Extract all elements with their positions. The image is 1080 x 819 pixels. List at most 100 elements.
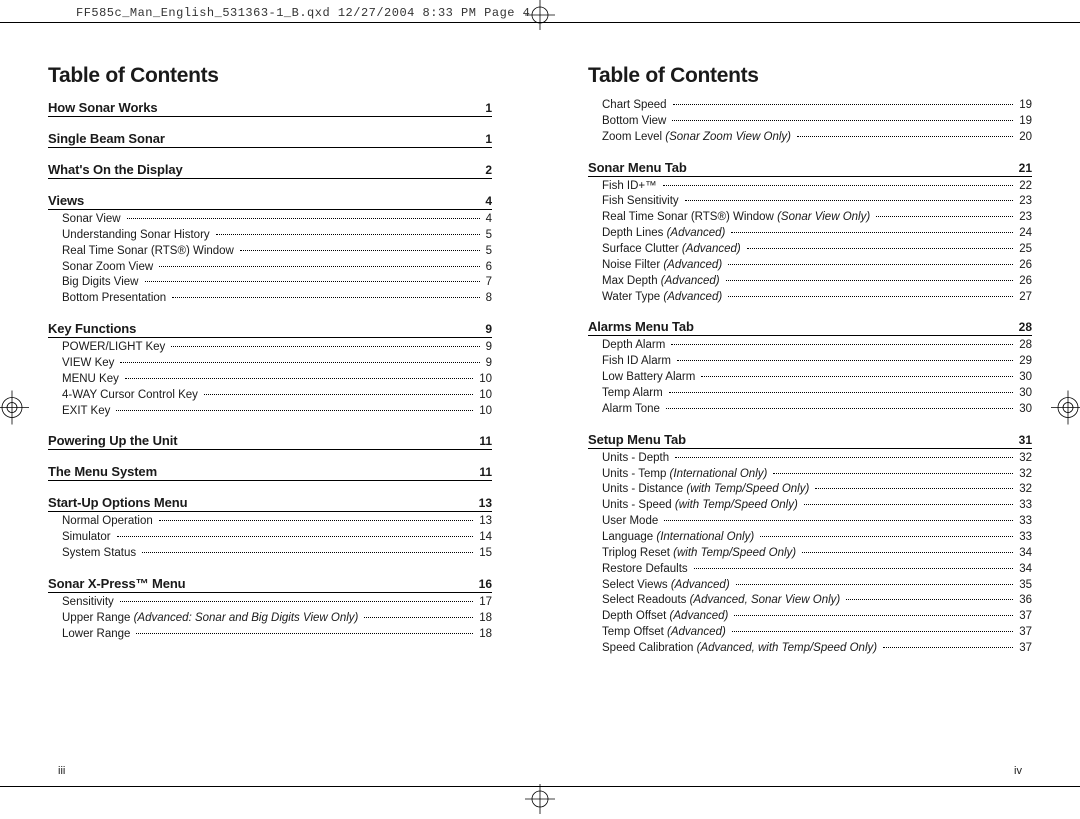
toc-entry-annotation: (Advanced, Sonar View Only) bbox=[686, 594, 840, 606]
left-page: Table of Contents How Sonar Works1Single… bbox=[0, 30, 540, 779]
dot-leader bbox=[802, 552, 1013, 553]
toc-entry: Restore Defaults 34 bbox=[588, 562, 1032, 578]
toc-entry-page: 30 bbox=[1015, 386, 1032, 402]
toc-entry-label: Restore Defaults bbox=[588, 562, 692, 578]
toc-entry-page: 6 bbox=[482, 260, 492, 276]
dot-leader bbox=[120, 601, 473, 602]
toc-entry: Units - Depth32 bbox=[588, 451, 1032, 467]
dot-leader bbox=[125, 378, 473, 379]
toc-entry-label: System Status bbox=[48, 546, 140, 562]
toc-entry-annotation: (with Temp/Speed Only) bbox=[670, 547, 796, 559]
toc-entry: Triplog Reset (with Temp/Speed Only)34 bbox=[588, 546, 1032, 562]
toc-entry-annotation: (Advanced: Sonar and Big Digits View Onl… bbox=[130, 612, 358, 624]
toc-entry-page: 28 bbox=[1015, 338, 1032, 354]
toc-entry-label: Language (International Only) bbox=[588, 530, 758, 546]
toc-entry-page: 20 bbox=[1015, 130, 1032, 146]
toc-entry: Big Digits View7 bbox=[48, 275, 492, 291]
dot-leader bbox=[731, 232, 1013, 233]
toc-entry: Units - Temp (International Only) 32 bbox=[588, 467, 1032, 483]
toc-entry-annotation: (Advanced) bbox=[679, 243, 741, 255]
page-title-right: Table of Contents bbox=[588, 64, 1032, 88]
toc-entry-annotation: (Advanced) bbox=[664, 626, 726, 638]
toc-entry-label: Depth Lines (Advanced) bbox=[588, 226, 729, 242]
toc-entry-page: 32 bbox=[1015, 467, 1032, 483]
dot-leader bbox=[159, 266, 479, 267]
toc-entry: EXIT Key 10 bbox=[48, 404, 492, 420]
toc-entry-label: Depth Alarm bbox=[588, 338, 669, 354]
toc-entry-page: 7 bbox=[482, 275, 492, 291]
toc-section: The Menu System11 bbox=[48, 464, 492, 481]
toc-entry-label: EXIT Key bbox=[48, 404, 114, 420]
dot-leader bbox=[728, 296, 1013, 297]
toc-section-page: 13 bbox=[479, 496, 492, 510]
toc-entry-page: 33 bbox=[1015, 514, 1032, 530]
toc-entry-annotation: (Advanced) bbox=[658, 275, 720, 287]
toc-entry-annotation: (Advanced) bbox=[660, 259, 722, 271]
toc-entry-page: 36 bbox=[1015, 593, 1032, 609]
toc-entry-label: Speed Calibration (Advanced, with Temp/S… bbox=[588, 641, 881, 657]
toc-entry: Fish ID Alarm29 bbox=[588, 354, 1032, 370]
toc-entry: Depth Alarm 28 bbox=[588, 338, 1032, 354]
toc-entry-label: Units - Speed (with Temp/Speed Only) bbox=[588, 498, 802, 514]
toc-entry-page: 23 bbox=[1015, 194, 1032, 210]
toc-section-title: Setup Menu Tab bbox=[588, 432, 686, 447]
toc-section-header: Alarms Menu Tab28 bbox=[588, 319, 1032, 336]
toc-entry: Temp Alarm 30 bbox=[588, 386, 1032, 402]
dot-leader bbox=[171, 346, 479, 347]
toc-entry-label: Units - Distance (with Temp/Speed Only) bbox=[588, 482, 813, 498]
dot-leader bbox=[145, 281, 480, 282]
toc-entry-label: Upper Range (Advanced: Sonar and Big Dig… bbox=[48, 611, 362, 627]
toc-entry: Bottom View19 bbox=[588, 114, 1032, 130]
toc-entry-page: 33 bbox=[1015, 498, 1032, 514]
toc-entry-page: 17 bbox=[475, 595, 492, 611]
dot-leader bbox=[204, 394, 473, 395]
toc-entry-label: Units - Temp (International Only) bbox=[588, 467, 771, 483]
toc-section-header: Key Functions9 bbox=[48, 321, 492, 338]
toc-entry-label: Fish Sensitivity bbox=[588, 194, 683, 210]
toc-entry-page: 13 bbox=[475, 514, 492, 530]
dot-leader bbox=[127, 218, 480, 219]
toc-entry-label: VIEW Key bbox=[48, 356, 118, 372]
toc-section-page: 1 bbox=[485, 132, 492, 146]
toc-entry-page: 10 bbox=[475, 372, 492, 388]
toc-entry-label: Water Type (Advanced) bbox=[588, 290, 726, 306]
toc-items: Units - Depth32Units - Temp (Internation… bbox=[588, 451, 1032, 657]
crop-mark-bottom bbox=[525, 784, 555, 819]
toc-entry: Depth Offset (Advanced)37 bbox=[588, 609, 1032, 625]
toc-entry-page: 32 bbox=[1015, 482, 1032, 498]
toc-section-title: Key Functions bbox=[48, 321, 136, 336]
toc-entry-page: 34 bbox=[1015, 562, 1032, 578]
dot-leader bbox=[846, 599, 1013, 600]
dot-leader bbox=[669, 392, 1013, 393]
toc-entry-page: 10 bbox=[475, 404, 492, 420]
toc-entry: Bottom Presentation8 bbox=[48, 291, 492, 307]
toc-entry-label: Lower Range bbox=[48, 627, 134, 643]
dot-leader bbox=[760, 536, 1013, 537]
toc-entry-label: Low Battery Alarm bbox=[588, 370, 699, 386]
dot-leader bbox=[804, 504, 1013, 505]
toc-entry-label: Temp Offset (Advanced) bbox=[588, 625, 730, 641]
toc-entry-label: MENU Key bbox=[48, 372, 123, 388]
dot-leader bbox=[216, 234, 480, 235]
toc-entry: Speed Calibration (Advanced, with Temp/S… bbox=[588, 641, 1032, 657]
toc-items: POWER/LIGHT Key9VIEW Key9MENU Key104-WAY… bbox=[48, 340, 492, 419]
toc-section-header: Single Beam Sonar1 bbox=[48, 131, 492, 148]
dot-leader bbox=[677, 360, 1013, 361]
toc-entry-page: 29 bbox=[1015, 354, 1032, 370]
toc-entry: Temp Offset (Advanced)37 bbox=[588, 625, 1032, 641]
toc-entry: Real Time Sonar (RTS®) Window5 bbox=[48, 244, 492, 260]
dot-leader bbox=[694, 568, 1014, 569]
dot-leader bbox=[116, 410, 473, 411]
toc-entry-page: 5 bbox=[482, 228, 492, 244]
dot-leader bbox=[773, 473, 1013, 474]
toc-section-title: Views bbox=[48, 193, 84, 208]
dot-leader bbox=[671, 344, 1013, 345]
toc-entry-page: 15 bbox=[475, 546, 492, 562]
toc-entry: User Mode33 bbox=[588, 514, 1032, 530]
toc-entry: Select Readouts (Advanced, Sonar View On… bbox=[588, 593, 1032, 609]
toc-entry-label: Real Time Sonar (RTS®) Window bbox=[48, 244, 238, 260]
toc-entry-label: Temp Alarm bbox=[588, 386, 667, 402]
toc-entry-label: Sonar Zoom View bbox=[48, 260, 157, 276]
toc-entry-label: Noise Filter (Advanced) bbox=[588, 258, 726, 274]
dot-leader bbox=[117, 536, 474, 537]
